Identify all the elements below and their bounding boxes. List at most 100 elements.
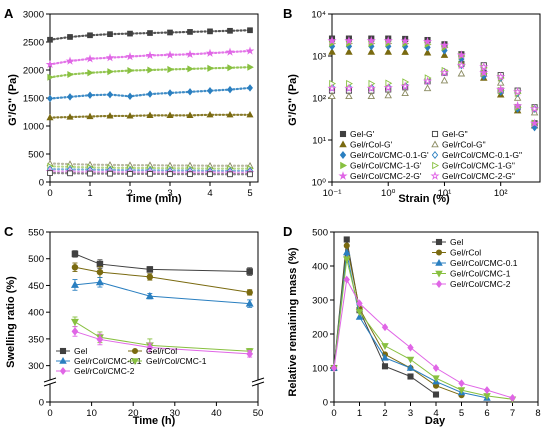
panel-b-point-2-4 bbox=[401, 48, 409, 55]
panel-b-legend-label-3-1: Gel/rCol/CMC-1-G" bbox=[442, 161, 515, 171]
panel-b-point-9-11 bbox=[529, 104, 540, 113]
panel-a-point-0-10 bbox=[247, 27, 253, 34]
panel-b-series-6 bbox=[329, 39, 539, 128]
panel-c-point-0-2 bbox=[146, 266, 154, 273]
panel-b-ytick-label-1: 10¹ bbox=[312, 136, 326, 147]
panel-a-ytick-label-6: 3000 bbox=[23, 10, 44, 21]
panel-b-series-4 bbox=[328, 42, 538, 132]
panel-b-legend-label-2-1: Gel/rCol/CMC-0.1-G" bbox=[442, 150, 522, 160]
panel-b-legend-marker-1-1 bbox=[431, 140, 439, 148]
panel-d-point-0-1 bbox=[343, 236, 350, 243]
panel-d-xlabel: Day bbox=[425, 415, 446, 427]
panel-d-point-4-8 bbox=[509, 393, 516, 402]
panel-b-legend-marker-4-0 bbox=[338, 171, 348, 180]
panel-a-xtick-label-1: 1 bbox=[87, 188, 92, 199]
panel-b-point-8-10 bbox=[513, 101, 523, 110]
panel-c-xtick-label-0: 0 bbox=[47, 408, 52, 419]
panel-d-point-3-3 bbox=[381, 343, 389, 350]
panel-c-series-1 bbox=[71, 262, 253, 296]
panel-a-point-9-1 bbox=[67, 170, 73, 177]
panel-c-legend-label-1: Gel/rCol bbox=[146, 346, 177, 356]
panel-c-point-1-1 bbox=[96, 268, 104, 276]
panel-a-ytick-label-0: 0 bbox=[39, 178, 44, 189]
panel-d-point-3-5 bbox=[432, 375, 440, 383]
panel-d-ytick-label-0: 0 bbox=[323, 398, 328, 409]
panel-b-xtick-label-1: 10⁰ bbox=[381, 188, 396, 199]
panel-c-ytick-label-4: 450 bbox=[28, 281, 44, 292]
panel-b-ytick-label-3: 10³ bbox=[312, 52, 326, 63]
panel-b-point-8-11 bbox=[529, 118, 540, 128]
panel-c-point-0-0 bbox=[71, 250, 79, 258]
panel-a-ytick-label-5: 2500 bbox=[23, 38, 44, 49]
panel-c-xtick-label-4: 40 bbox=[211, 408, 222, 419]
panel-c-ylabel: Swelling ratio (%) bbox=[5, 276, 17, 368]
panel-d-label: D bbox=[283, 224, 292, 239]
panel-a-point-3-4 bbox=[127, 92, 133, 101]
panel-d-xtick-label-7: 7 bbox=[510, 408, 515, 419]
panel-b-point-8-1 bbox=[344, 35, 354, 45]
panel-a-point-0-2 bbox=[87, 32, 93, 39]
panel-d-point-4-0 bbox=[330, 364, 338, 372]
panel-d-point-0-4 bbox=[407, 373, 414, 380]
panel-c-break-left-b bbox=[43, 381, 57, 387]
panel-b-label: B bbox=[283, 6, 292, 21]
panel-a-point-2-10 bbox=[247, 63, 254, 71]
panel-b-point-9-0 bbox=[327, 83, 337, 93]
panel-d-point-2-2 bbox=[355, 312, 364, 320]
panel-d-series-1 bbox=[330, 242, 465, 399]
panel-d-legend-marker-3 bbox=[435, 270, 443, 278]
panel-a-point-2-9 bbox=[227, 64, 234, 72]
panel-d-point-4-7 bbox=[483, 386, 491, 395]
panel-a-point-3-2 bbox=[87, 91, 93, 99]
panel-b-point-8-3 bbox=[383, 35, 393, 45]
panel-d-point-4-4 bbox=[407, 343, 414, 352]
panel-c-ytick-label-3: 400 bbox=[28, 308, 44, 319]
panel-a-point-9-4 bbox=[127, 171, 133, 177]
panel-a-point-2-4 bbox=[127, 67, 134, 75]
panel-b-series-1 bbox=[328, 60, 538, 111]
panel-a-xtick-label-3: 3 bbox=[167, 188, 172, 199]
panel-b-point-8-5 bbox=[422, 36, 433, 46]
panel-c-xlabel: Time (h) bbox=[133, 415, 176, 427]
panel-c-legend-marker-3 bbox=[131, 358, 139, 366]
panel-d-series-1-line bbox=[333, 245, 462, 396]
panel-c-point-4-3 bbox=[246, 349, 254, 359]
panel-c-xtick-label-2: 20 bbox=[128, 408, 139, 419]
panel-b-point-8-2 bbox=[366, 35, 376, 45]
panel-a-point-3-5 bbox=[147, 90, 153, 98]
panel-d-point-3-2 bbox=[355, 309, 364, 316]
panel-a-point-4-2 bbox=[86, 112, 94, 120]
panel-b-point-2-0 bbox=[328, 47, 336, 55]
panel-d-ylabel: Relative remaining mass (%) bbox=[287, 247, 299, 397]
panel-d-series-4-line bbox=[333, 278, 513, 399]
panel-a-point-4-10 bbox=[246, 110, 254, 118]
panel-a-point-1-1 bbox=[65, 56, 75, 65]
panel-b-point-8-6 bbox=[439, 40, 450, 50]
panel-c-legend-marker-4 bbox=[59, 367, 67, 375]
panel-d-xtick-label-6: 6 bbox=[484, 408, 489, 419]
panel-b-point-3-6 bbox=[440, 76, 449, 84]
panel-a-point-1-2 bbox=[85, 54, 95, 63]
panel-b-point-2-1 bbox=[345, 47, 353, 55]
panel-a-point-9-3 bbox=[107, 170, 113, 177]
panel-a-point-1-3 bbox=[105, 53, 115, 62]
panel-a-point-0-1 bbox=[67, 34, 73, 40]
panel-b-point-8-8 bbox=[479, 67, 489, 77]
panel-d-point-2-4 bbox=[406, 363, 415, 371]
panel-b-ytick-label-2: 10² bbox=[312, 94, 326, 105]
panel-a-point-0-5 bbox=[147, 30, 153, 36]
panel-a-point-2-2 bbox=[87, 69, 94, 77]
panel-c-series-3-line bbox=[74, 321, 250, 352]
panel-b-point-8-4 bbox=[400, 36, 410, 45]
panel-c-break-gap-right bbox=[253, 379, 263, 384]
panel-b-legend-label-0-0: Gel-G' bbox=[350, 129, 375, 139]
panel-b-point-9-4 bbox=[400, 81, 410, 91]
panel-a-series-2 bbox=[47, 63, 254, 81]
panel-b-ytick-label-0: 10⁰ bbox=[312, 178, 327, 189]
panel-c-series-0 bbox=[71, 250, 253, 276]
panel-a-point-4-9 bbox=[226, 110, 234, 118]
panel-d-point-3-4 bbox=[406, 356, 415, 364]
panel-b-point-9-7 bbox=[456, 60, 466, 70]
panel-b-legend-label-1-1: Gel/rCol-G" bbox=[442, 140, 486, 150]
